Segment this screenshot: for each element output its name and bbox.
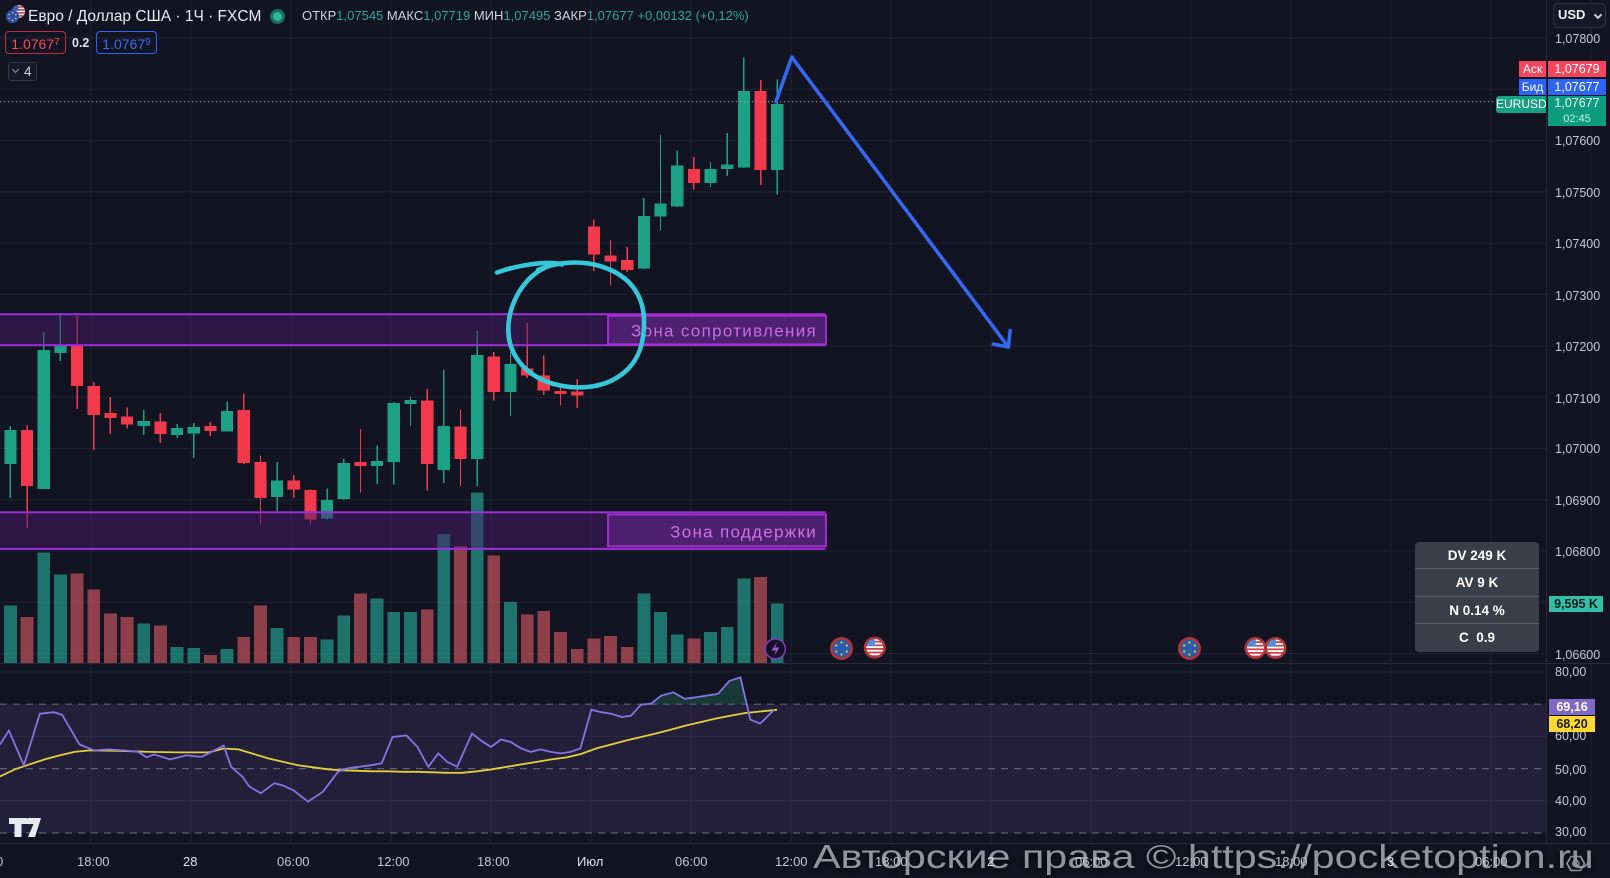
svg-text:Зона поддержки: Зона поддержки [670,523,817,542]
svg-text:Зона сопротивления: Зона сопротивления [631,322,817,341]
